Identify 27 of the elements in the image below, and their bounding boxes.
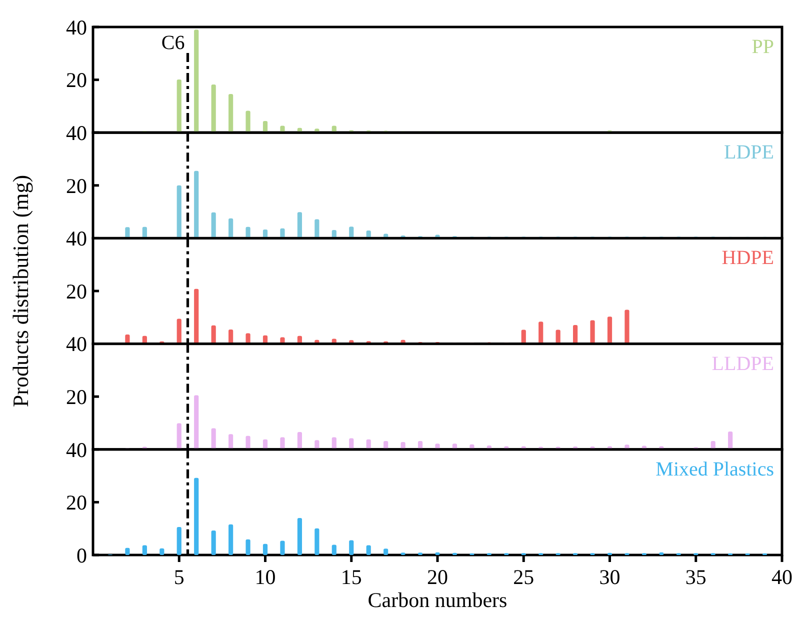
x-tick-label: 15 (340, 565, 362, 589)
x-tick-label: 30 (599, 565, 620, 589)
x-axis-title: Carbon numbers (368, 588, 508, 612)
text: HDPE (722, 247, 774, 270)
y-tick-label: 20 (66, 490, 87, 515)
y-tick-label: 40 (66, 120, 87, 145)
ref-line-label: C6 (161, 32, 185, 54)
text: Mixed Plastics (656, 458, 774, 480)
y-tick-label: 20 (66, 68, 87, 92)
x-tick-label: 25 (513, 565, 534, 589)
x-tick-label: 20 (427, 565, 448, 589)
y-tick-label: 0 (76, 543, 87, 568)
x-tick-label: 10 (254, 565, 276, 589)
text: PP (752, 36, 774, 58)
y-tick-label: 20 (66, 174, 87, 198)
y-axis-title: Products distribution (mg) (8, 174, 33, 408)
y-tick-label: 40 (66, 332, 87, 356)
x-tick-label: 5 (174, 565, 184, 589)
y-tick-label: 40 (66, 15, 87, 40)
text: LDPE (724, 142, 774, 164)
y-tick-label: 40 (66, 438, 87, 462)
y-tick-label: 20 (66, 384, 87, 409)
y-tick-label: 40 (66, 226, 87, 251)
y-tick-label: 20 (66, 279, 87, 304)
x-tick-label: 35 (685, 565, 706, 589)
text: LLDPE (712, 352, 774, 375)
x-tick-label: 40 (772, 565, 792, 589)
